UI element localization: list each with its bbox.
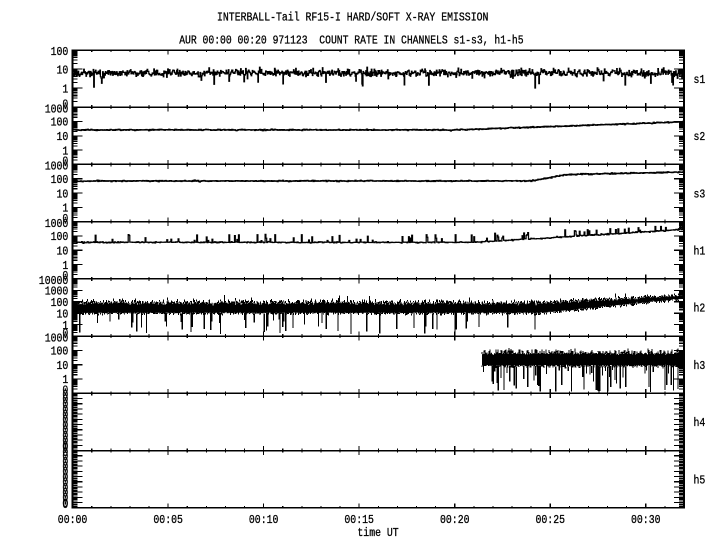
svg-text:1000: 1000 bbox=[45, 217, 69, 231]
svg-text:1000: 1000 bbox=[45, 102, 69, 116]
svg-text:0: 0 bbox=[62, 389, 68, 403]
svg-text:0: 0 bbox=[62, 403, 68, 417]
svg-text:0: 0 bbox=[62, 409, 68, 423]
svg-text:0: 0 bbox=[62, 429, 68, 443]
svg-text:time UT: time UT bbox=[357, 526, 398, 540]
svg-text:00:10: 00:10 bbox=[249, 513, 279, 527]
svg-text:0: 0 bbox=[62, 212, 68, 226]
svg-text:0: 0 bbox=[62, 155, 68, 169]
svg-text:h4: h4 bbox=[694, 416, 706, 430]
svg-text:0: 0 bbox=[62, 450, 68, 464]
svg-text:10: 10 bbox=[57, 307, 69, 321]
svg-text:1000: 1000 bbox=[45, 285, 69, 299]
svg-text:10: 10 bbox=[57, 187, 69, 201]
svg-text:0: 0 bbox=[62, 269, 68, 283]
svg-text:s1: s1 bbox=[694, 73, 706, 87]
svg-text:10: 10 bbox=[57, 359, 69, 373]
svg-text:0: 0 bbox=[62, 481, 68, 495]
svg-text:00:05: 00:05 bbox=[153, 513, 183, 527]
svg-text:0: 0 bbox=[62, 466, 68, 480]
svg-text:0: 0 bbox=[62, 476, 68, 490]
svg-text:100: 100 bbox=[51, 45, 69, 59]
svg-text:0: 0 bbox=[62, 497, 68, 511]
svg-text:0: 0 bbox=[62, 435, 68, 449]
svg-text:h5: h5 bbox=[694, 473, 706, 487]
svg-text:100: 100 bbox=[51, 296, 69, 310]
svg-text:00:00: 00:00 bbox=[58, 513, 88, 527]
svg-text:0: 0 bbox=[62, 492, 68, 506]
svg-text:0: 0 bbox=[62, 424, 68, 438]
svg-text:s2: s2 bbox=[694, 130, 706, 144]
svg-text:1: 1 bbox=[62, 144, 68, 158]
svg-text:100: 100 bbox=[51, 230, 69, 244]
svg-text:0: 0 bbox=[62, 446, 68, 460]
svg-text:s3: s3 bbox=[694, 187, 706, 201]
svg-text:0: 0 bbox=[62, 97, 68, 111]
svg-text:AUR 00:00 00:20 971123 COUNT: AUR 00:00 00:20 971123 COUNT RATE IN CHA… bbox=[179, 33, 523, 47]
svg-text:00:20: 00:20 bbox=[440, 513, 470, 527]
svg-text:0: 0 bbox=[62, 487, 68, 501]
svg-text:1000: 1000 bbox=[45, 160, 69, 174]
svg-text:INTERBALL-Tail RF15-I HARD/SOF: INTERBALL-Tail RF15-I HARD/SOFT X-RAY EM… bbox=[217, 10, 488, 24]
svg-text:10: 10 bbox=[57, 245, 69, 259]
svg-text:0: 0 bbox=[62, 326, 68, 340]
svg-text:0: 0 bbox=[62, 455, 68, 469]
svg-text:0: 0 bbox=[62, 441, 68, 455]
svg-text:100: 100 bbox=[51, 116, 69, 130]
svg-text:h1: h1 bbox=[694, 245, 706, 259]
svg-text:h2: h2 bbox=[694, 302, 706, 316]
svg-text:0: 0 bbox=[62, 414, 68, 428]
svg-text:1: 1 bbox=[62, 202, 68, 216]
svg-text:100: 100 bbox=[51, 173, 69, 187]
svg-text:100: 100 bbox=[51, 345, 69, 359]
svg-text:0: 0 bbox=[62, 471, 68, 485]
svg-text:1000: 1000 bbox=[45, 331, 69, 345]
svg-text:1: 1 bbox=[62, 82, 68, 96]
svg-text:00:15: 00:15 bbox=[344, 513, 374, 527]
svg-text:0: 0 bbox=[62, 398, 68, 412]
svg-text:1: 1 bbox=[62, 259, 68, 273]
svg-text:00:30: 00:30 bbox=[631, 513, 661, 527]
svg-text:10000: 10000 bbox=[39, 274, 69, 288]
svg-text:0: 0 bbox=[62, 498, 68, 512]
svg-text:0: 0 bbox=[62, 440, 68, 454]
svg-text:1: 1 bbox=[62, 373, 68, 387]
svg-text:0: 0 bbox=[62, 461, 68, 475]
svg-text:0: 0 bbox=[62, 393, 68, 407]
svg-text:1: 1 bbox=[62, 319, 68, 333]
svg-text:10: 10 bbox=[57, 130, 69, 144]
svg-text:h3: h3 bbox=[694, 359, 706, 373]
svg-text:10: 10 bbox=[57, 63, 69, 77]
svg-text:0: 0 bbox=[62, 419, 68, 433]
svg-text:0: 0 bbox=[62, 384, 68, 398]
svg-text:00:25: 00:25 bbox=[536, 513, 566, 527]
